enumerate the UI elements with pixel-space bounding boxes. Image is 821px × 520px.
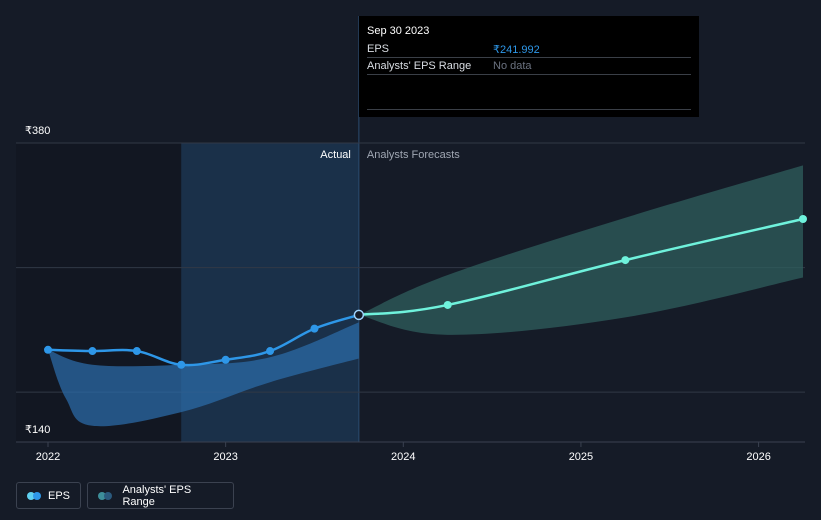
tooltip-divider xyxy=(367,74,691,75)
legend-eps-label: EPS xyxy=(47,489,70,502)
tooltip-divider xyxy=(367,109,691,110)
eps-range-band-actual xyxy=(48,322,359,427)
tooltip-range-row: Analysts' EPS Range No data xyxy=(367,60,687,72)
eps-point-actual xyxy=(88,347,97,356)
eps-line-forecast xyxy=(357,217,805,317)
range-legend-icon xyxy=(98,491,113,500)
x-tick-label: 2026 xyxy=(746,451,770,463)
tooltip-range-value: No data xyxy=(493,60,532,72)
tooltip-eps-value: ₹241.992 xyxy=(493,44,540,56)
eps-point-actual xyxy=(44,345,52,354)
eps-range-band-forecast xyxy=(358,165,803,335)
x-tick-label: 2023 xyxy=(213,451,237,463)
x-tick-label: 2022 xyxy=(36,451,60,463)
y-tick-label: ₹380 xyxy=(25,125,50,137)
eps-point-forecast xyxy=(799,214,807,223)
highlight-point xyxy=(353,309,365,321)
tooltip-range-label: Analysts' EPS Range xyxy=(367,60,472,72)
forecast-region-label: Analysts Forecasts xyxy=(367,149,460,161)
eps-point-actual xyxy=(132,347,141,356)
tooltip-eps-row: EPS ₹241.992 xyxy=(367,43,687,56)
tooltip-date: Sep 30 2023 xyxy=(367,25,430,37)
eps-tooltip: Sep 30 2023 EPS ₹241.992 Analysts' EPS R… xyxy=(359,16,699,117)
legend-range-label: Analysts' EPS Range xyxy=(122,483,192,508)
chart-canvas: ₹380 ₹140 2022 2023 2024 2025 2026 Actual Analys… xyxy=(16,16,807,463)
eps-point-forecast xyxy=(621,256,630,265)
eps-point-forecast xyxy=(443,300,452,309)
x-tick-label: 2025 xyxy=(569,451,593,463)
actual-region-label: Actual xyxy=(320,149,351,161)
tooltip-eps-label: EPS xyxy=(367,43,390,55)
eps-point-actual xyxy=(177,360,186,369)
legend-eps-button[interactable]: EPS xyxy=(16,482,81,509)
eps-point-actual xyxy=(310,324,319,333)
eps-point-actual xyxy=(266,347,275,356)
x-tick-label: 2024 xyxy=(391,451,415,463)
y-tick-label: ₹140 xyxy=(25,424,50,436)
tooltip-divider xyxy=(367,57,691,58)
eps-point-actual xyxy=(221,355,230,364)
eps-legend-icon xyxy=(27,491,41,500)
legend-range-button[interactable]: Analysts' EPS Range xyxy=(87,482,234,509)
